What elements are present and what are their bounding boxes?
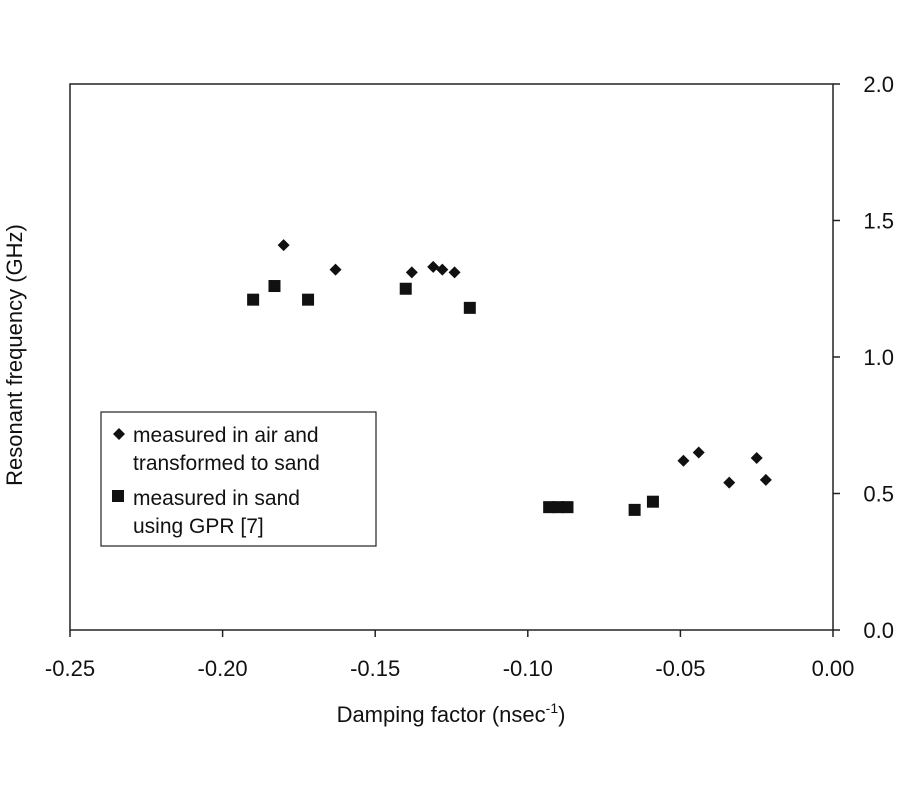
legend: measured in air and transformed to sand … xyxy=(100,411,377,547)
diamond-point xyxy=(692,446,705,459)
square-point xyxy=(543,501,556,514)
y-axis: 0.0 0.5 1.0 1.5 2.0 xyxy=(833,72,894,643)
diamond-point xyxy=(277,239,290,252)
legend-diamond-marker xyxy=(113,428,125,440)
square-point xyxy=(463,301,476,314)
x-axis-title-suffix: ) xyxy=(558,702,565,727)
x-axis-title-main: Damping factor (nsec xyxy=(337,702,546,727)
square-point xyxy=(646,495,659,508)
square-point xyxy=(302,293,315,306)
diamond-point xyxy=(723,476,736,489)
square-point xyxy=(399,282,412,295)
diamond-point xyxy=(759,473,772,486)
square-point xyxy=(247,293,260,306)
x-tick-label: -0.10 xyxy=(503,656,553,681)
diamond-point xyxy=(329,263,342,276)
legend-box xyxy=(100,411,377,547)
data-points xyxy=(247,239,772,516)
diamond-point xyxy=(436,263,449,276)
legend-series-2-line-2: using GPR [7] xyxy=(133,515,264,538)
x-axis-title: Damping factor (nsec-1) xyxy=(337,700,566,727)
x-tick-label: -0.05 xyxy=(655,656,705,681)
y-tick-label: 2.0 xyxy=(863,72,894,97)
square-point xyxy=(552,501,565,514)
square-point xyxy=(628,503,641,516)
y-axis-title: Resonant frequency (GHz) xyxy=(2,224,27,486)
x-tick-label: -0.25 xyxy=(45,656,95,681)
x-tick-label: 0.00 xyxy=(812,656,855,681)
legend-square-marker xyxy=(112,490,124,502)
diamond-point xyxy=(405,266,418,279)
y-tick-label: 1.5 xyxy=(863,209,894,234)
x-axis-title-superscript: -1 xyxy=(546,700,559,716)
diamond-point xyxy=(448,266,461,279)
square-point xyxy=(561,501,574,514)
x-tick-label: -0.15 xyxy=(350,656,400,681)
square-point xyxy=(268,280,281,293)
plot-area-frame xyxy=(69,83,834,631)
y-tick-label: 0.0 xyxy=(863,618,894,643)
diamond-point xyxy=(427,260,440,273)
x-tick-label: -0.20 xyxy=(198,656,248,681)
diamond-point xyxy=(677,454,690,467)
legend-series-1-line-1: measured in air and xyxy=(133,424,319,447)
legend-series-1-line-2: transformed to sand xyxy=(133,452,320,475)
x-axis: -0.25 -0.20 -0.15 -0.10 -0.05 0.00 xyxy=(45,630,854,681)
y-tick-label: 0.5 xyxy=(863,482,894,507)
y-tick-label: 1.0 xyxy=(863,345,894,370)
diamond-point xyxy=(750,452,763,465)
legend-series-2-line-1: measured in sand xyxy=(133,487,300,510)
